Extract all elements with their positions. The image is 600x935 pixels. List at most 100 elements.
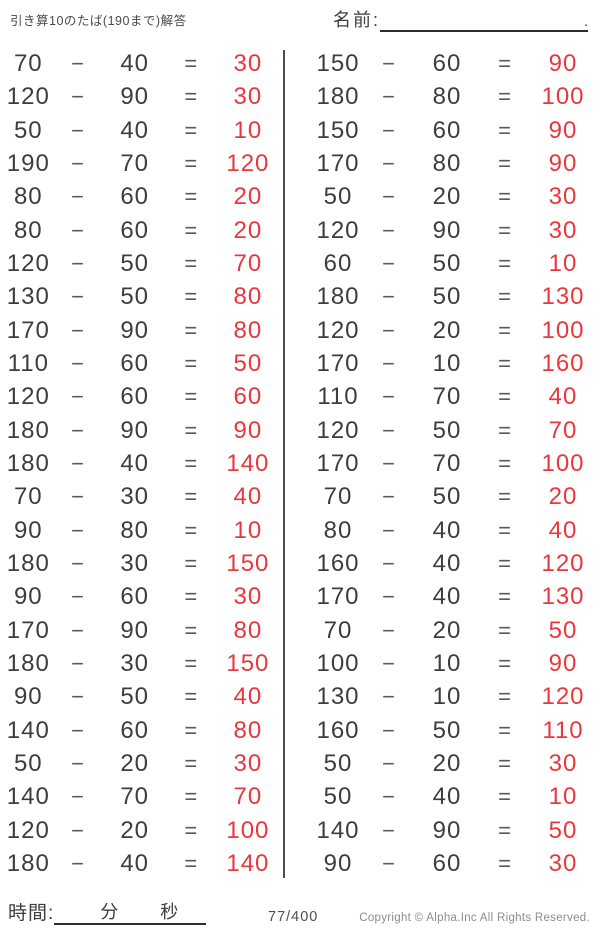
subtrahend: 10 — [432, 349, 462, 377]
problem-row: 170− 40 = 130 — [309, 585, 600, 609]
equals-sign: = — [498, 317, 512, 343]
minuend: 180 — [6, 649, 50, 677]
answer-value: 30 — [548, 183, 578, 211]
problem-row: 70 − 50 = 20 — [309, 485, 600, 509]
equals-sign: = — [498, 750, 512, 776]
subtrahend: 70 — [432, 383, 462, 411]
problem-row: 140− 60 = 80 — [0, 716, 283, 744]
equals-sign: = — [498, 117, 512, 143]
minus-sign: − — [71, 117, 85, 143]
minuend: 110 — [7, 349, 49, 377]
answer-value: 150 — [226, 549, 270, 577]
minuend: 50 — [13, 116, 43, 144]
minus-sign: − — [382, 684, 396, 710]
minus-sign: − — [71, 417, 85, 443]
equals-sign: = — [498, 417, 512, 443]
equals-sign: = — [184, 750, 199, 776]
worksheet-header: 引き算10のたば(190まで)解答 名前:. — [0, 6, 600, 46]
minus-sign: − — [71, 51, 85, 76]
minuend: 160 — [316, 549, 360, 577]
minus-sign: − — [71, 684, 85, 710]
name-input-line[interactable]: . — [380, 8, 588, 32]
subtrahend: 10 — [432, 649, 462, 677]
equals-sign: = — [498, 250, 512, 276]
answer-value: 100 — [541, 316, 585, 344]
time-input-line[interactable]: 分 秒 — [54, 899, 207, 925]
minuend: 120 — [316, 416, 360, 444]
subtrahend: 10 — [432, 683, 462, 711]
minuend: 180 — [6, 416, 50, 444]
minus-sign: − — [71, 550, 85, 576]
answer-value: 120 — [541, 683, 585, 711]
name-field: 名前:. — [333, 6, 588, 32]
minuend: 50 — [323, 749, 353, 777]
minus-sign: − — [71, 850, 85, 876]
equals-sign: = — [498, 450, 512, 476]
answer-value: 30 — [548, 849, 578, 877]
problem-row: 180− 50 = 130 — [309, 285, 600, 309]
minus-sign: − — [382, 317, 396, 343]
subtrahend: 20 — [432, 616, 462, 644]
answer-value: 120 — [226, 149, 270, 177]
answer-value: 40 — [548, 516, 578, 544]
minus-sign: − — [71, 384, 85, 410]
minus-sign: − — [382, 284, 396, 310]
minuend: 140 — [6, 716, 50, 744]
subtrahend: 50 — [432, 283, 462, 311]
answer-value: 10 — [548, 249, 578, 277]
problem-row: 70 − 30 = 40 — [0, 485, 283, 509]
equals-sign: = — [184, 684, 199, 710]
equals-sign: = — [498, 184, 512, 210]
subtrahend: 50 — [432, 416, 462, 444]
equals-sign: = — [184, 84, 199, 110]
problem-row: 120− 50 = 70 — [309, 416, 600, 444]
answer-value: 20 — [233, 183, 263, 211]
problem-row: 180− 80 = 100 — [309, 85, 600, 109]
subtrahend: 50 — [432, 483, 462, 511]
problem-row: 50 − 40 = 10 — [0, 116, 283, 144]
problem-row: 190− 70 = 120 — [0, 149, 283, 177]
problem-row: 170− 70 = 100 — [309, 449, 600, 477]
answer-value: 80 — [233, 616, 263, 644]
minus-sign: − — [382, 750, 396, 776]
minus-sign: − — [71, 284, 85, 310]
minus-sign: − — [382, 484, 396, 510]
subtrahend: 80 — [432, 149, 462, 177]
equals-sign: = — [498, 384, 512, 410]
equals-sign: = — [184, 817, 199, 843]
answer-value: 10 — [233, 516, 263, 544]
minus-sign: − — [71, 450, 85, 476]
answer-value: 140 — [226, 849, 270, 877]
minus-sign: − — [382, 51, 396, 76]
problem-row: 90 − 80 = 10 — [0, 516, 283, 544]
minus-sign: − — [382, 384, 396, 410]
answer-value: 130 — [541, 583, 585, 611]
problem-row: 120− 20 = 100 — [309, 316, 600, 344]
answer-value: 70 — [548, 416, 578, 444]
problem-row: 160− 40 = 120 — [309, 549, 600, 577]
answer-value: 40 — [548, 383, 578, 411]
subtrahend: 20 — [120, 749, 150, 777]
subtrahend: 40 — [432, 549, 462, 577]
equals-sign: = — [184, 617, 199, 643]
minus-sign: − — [382, 150, 396, 176]
answer-value: 20 — [548, 483, 578, 511]
minus-sign: − — [71, 817, 85, 843]
subtrahend: 20 — [432, 749, 462, 777]
minus-sign: − — [71, 217, 85, 243]
subtrahend: 40 — [120, 449, 150, 477]
subtrahend: 20 — [432, 183, 462, 211]
equals-sign: = — [184, 450, 199, 476]
answer-value: 40 — [233, 683, 263, 711]
worksheet-footer: 時間: 分 秒 77/400 Copyright © Alpha.Inc All… — [0, 891, 600, 935]
minuend: 180 — [6, 549, 50, 577]
page-number: 77/400 — [268, 909, 319, 925]
minuend: 150 — [316, 116, 360, 144]
equals-sign: = — [184, 117, 199, 143]
equals-sign: = — [498, 717, 512, 743]
subtrahend: 70 — [432, 449, 462, 477]
minuend: 120 — [6, 83, 50, 111]
minus-sign: − — [382, 784, 396, 810]
minus-sign: − — [382, 584, 396, 610]
minus-sign: − — [382, 250, 396, 276]
